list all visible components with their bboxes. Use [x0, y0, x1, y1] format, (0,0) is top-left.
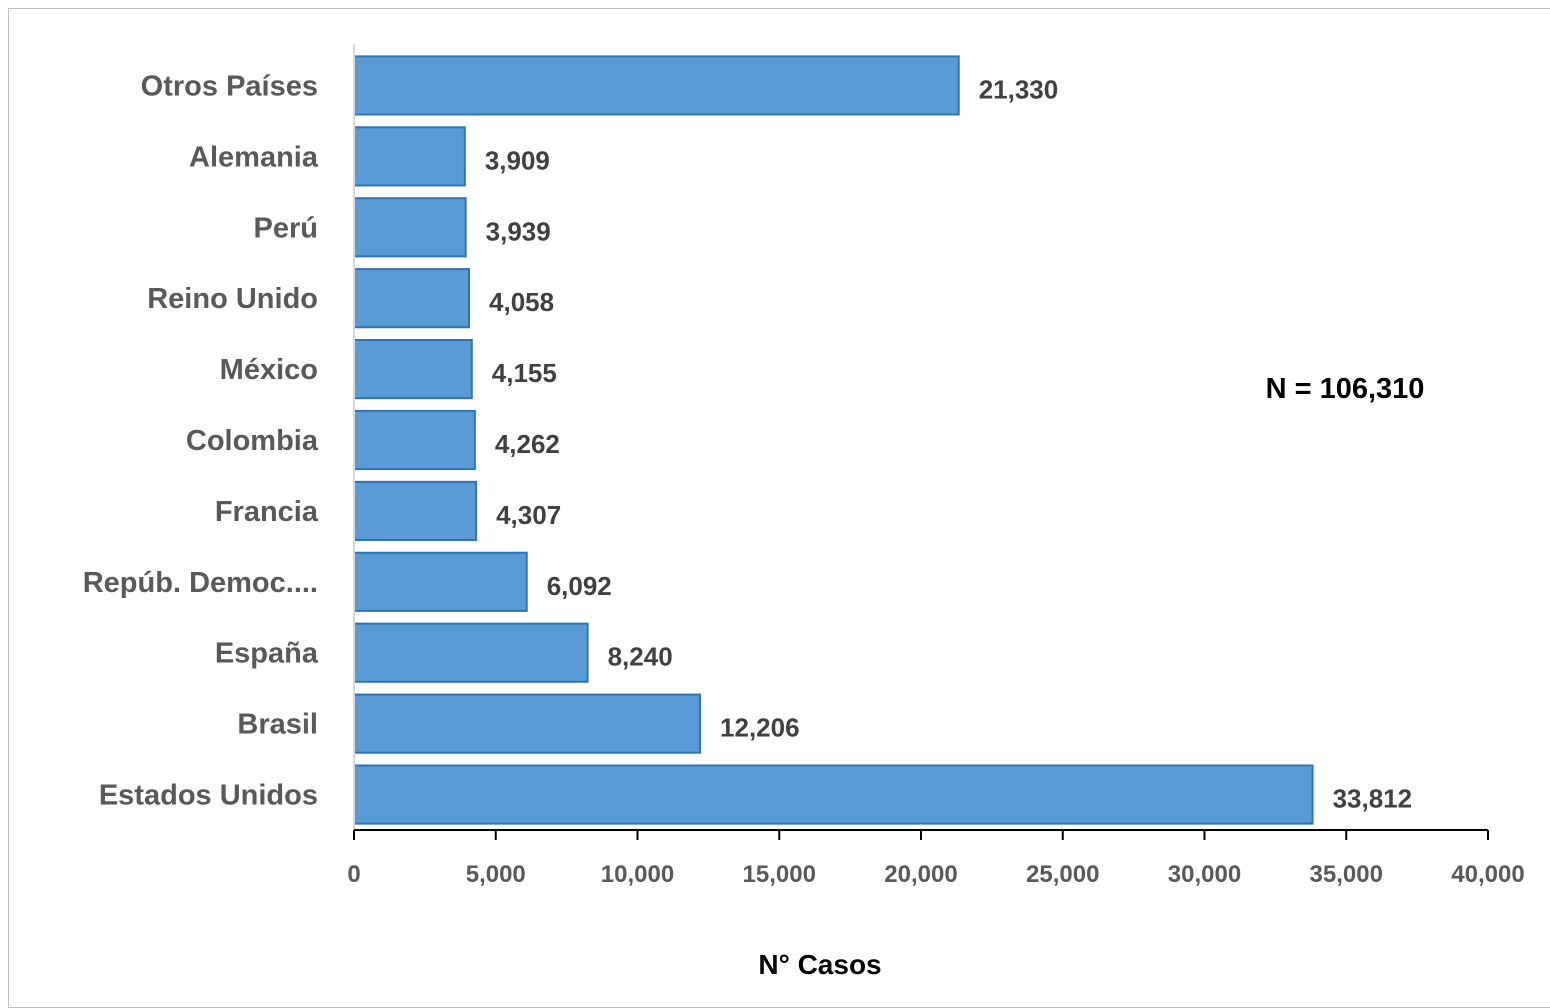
category-label-1: Brasil — [237, 709, 318, 741]
bars-group — [353, 55, 1314, 825]
data-label-6: 4,155 — [492, 358, 557, 388]
total-annotation: N = 106,310 — [1266, 373, 1425, 405]
category-label-0: Estados Unidos — [99, 780, 318, 812]
data-label-4: 4,307 — [496, 500, 561, 530]
category-label-10: Otros Países — [141, 70, 318, 102]
x-tick-label-6: 30,000 — [1168, 861, 1241, 888]
bar-8 — [353, 197, 467, 258]
category-label-2: España — [215, 638, 319, 670]
x-tick-label-5: 25,000 — [1026, 861, 1099, 888]
data-label-8: 3,939 — [486, 216, 551, 246]
data-label-5: 4,262 — [495, 429, 560, 459]
data-label-3: 6,092 — [547, 571, 612, 601]
category-labels: Estados Unidos Brasil España Repúb. Democ..… — [83, 70, 319, 811]
x-axis-ticks: 0 5,000 10,000 15,000 20,000 25,000 30,000 35,0… — [347, 830, 1525, 888]
data-labels: 33,812 12,206 8,240 6,092 4,307 4,262 4,155 4,0… — [485, 74, 1412, 813]
bar-6 — [353, 339, 473, 400]
category-label-5: Colombia — [186, 425, 319, 457]
x-tick-label-2: 10,000 — [601, 861, 674, 888]
bar-2 — [353, 622, 589, 683]
x-tick-label-1: 5,000 — [466, 861, 526, 888]
bar-9 — [353, 126, 466, 187]
category-label-9: Alemania — [189, 141, 319, 173]
bar-10 — [353, 55, 960, 116]
category-label-7: Reino Unido — [147, 283, 318, 315]
x-tick-label-8: 40,000 — [1451, 861, 1524, 888]
x-tick-label-7: 35,000 — [1310, 861, 1383, 888]
bar-3 — [353, 551, 528, 612]
data-label-0: 33,812 — [1333, 784, 1413, 814]
bar-5 — [353, 409, 476, 471]
x-tick-label-0: 0 — [347, 861, 360, 888]
data-label-7: 4,058 — [489, 287, 554, 317]
data-label-1: 12,206 — [720, 713, 800, 743]
data-label-2: 8,240 — [608, 642, 673, 672]
data-label-9: 3,909 — [485, 145, 550, 175]
x-tick-label-4: 20,000 — [884, 861, 957, 888]
category-label-8: Perú — [254, 212, 318, 244]
category-label-6: México — [220, 354, 318, 386]
category-label-3: Repúb. Democ.... — [83, 567, 318, 599]
category-label-4: Francia — [215, 496, 319, 528]
data-label-10: 21,330 — [979, 74, 1059, 104]
bar-7 — [353, 268, 471, 329]
bar-0 — [353, 764, 1314, 825]
bar-4 — [353, 480, 478, 541]
x-axis-title: N° Casos — [758, 949, 881, 980]
x-tick-label-3: 15,000 — [743, 861, 816, 888]
bar-1 — [353, 693, 702, 754]
